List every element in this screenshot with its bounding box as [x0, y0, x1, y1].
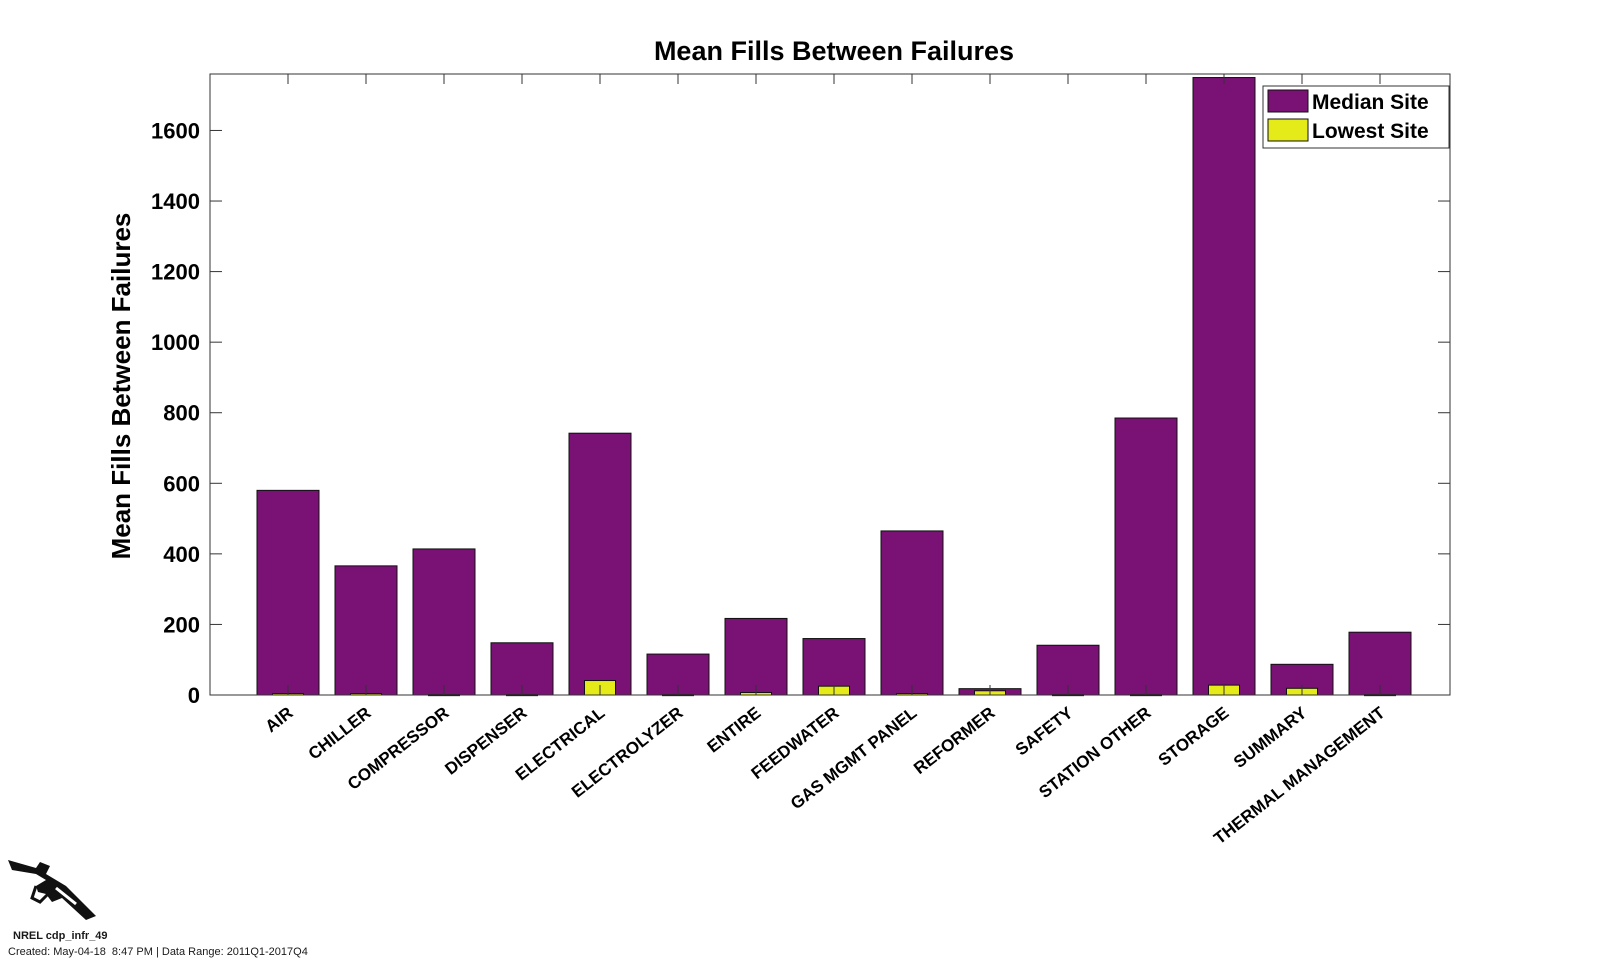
legend-label-median: Median Site	[1312, 91, 1429, 114]
fuel-nozzle-icon	[6, 858, 102, 927]
bar-median-entire	[724, 617, 788, 696]
bar-median-compressor	[412, 548, 476, 696]
legend-swatch-median	[1267, 89, 1309, 113]
legend-swatch-lowest	[1267, 118, 1309, 142]
y-tick-label-400: 400	[163, 542, 200, 567]
y-axis-label: Mean Fills Between Failures	[106, 213, 136, 560]
x-tick-label-chiller: CHILLER	[305, 703, 375, 763]
x-tick-label-summary: SUMMARY	[1230, 703, 1311, 772]
x-tick-label-gas-mgmt-panel: GAS MGMT PANEL	[787, 703, 921, 813]
y-tick-label-200: 200	[163, 612, 200, 637]
bar-median-chiller	[334, 565, 398, 696]
bar-median-storage	[1192, 77, 1256, 696]
y-tick-label-1200: 1200	[151, 260, 200, 285]
y-tick-label-1600: 1600	[151, 118, 200, 143]
legend-label-lowest: Lowest Site	[1312, 120, 1429, 143]
bar-median-gas-mgmt-panel	[880, 530, 944, 696]
y-tick-label-1000: 1000	[151, 330, 200, 355]
bars-layer	[256, 77, 1412, 697]
y-tick-label-1400: 1400	[151, 189, 200, 214]
x-tick-label-entire: ENTIRE	[704, 703, 765, 756]
bar-median-air	[256, 489, 320, 696]
x-tick-label-safety: SAFETY	[1012, 703, 1077, 760]
x-tick-label-storage: STORAGE	[1155, 703, 1233, 770]
footer-meta: Created: May-04-18 8:47 PM | Data Range:…	[8, 946, 308, 958]
legend: Median Site Lowest Site	[1262, 85, 1450, 149]
plot-frame	[209, 73, 1451, 696]
y-tick-label-800: 800	[163, 401, 200, 426]
x-tick-label-air: AIR	[262, 703, 297, 736]
y-tick-label-0: 0	[188, 683, 200, 708]
bar-median-electrical	[568, 432, 632, 696]
bar-median-station-other	[1114, 417, 1178, 696]
footer-id: NREL cdp_infr_49	[13, 930, 108, 942]
y-tick-label-600: 600	[163, 471, 200, 496]
x-tick-label-reformer: REFORMER	[910, 703, 998, 778]
bar-median-thermal-management	[1348, 631, 1412, 696]
chart-title: Mean Fills Between Failures	[654, 36, 1014, 66]
